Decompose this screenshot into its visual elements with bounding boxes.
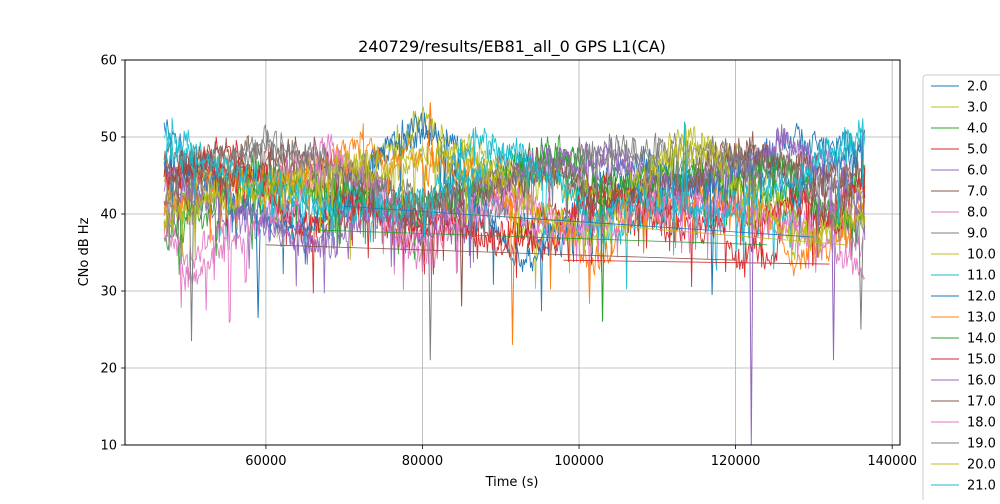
dip-mark [427,205,433,361]
series-line [163,129,866,251]
ticks-layer: 60000 80000 100000 120000 140000 10 20 30 40 50 60 [100,54,917,470]
y-tick-label: 40 [100,208,117,223]
dip-mark [255,213,261,318]
legend-label: 7.0 [967,185,988,200]
legend-label: 17.0 [967,395,996,410]
x-tick-label: 120000 [711,454,761,469]
dip-mark [709,171,715,295]
y-tick-label: 60 [100,54,117,69]
series-line [163,123,866,269]
y-axis-label: CNo dB Hz [77,217,92,286]
legend-label: 16.0 [967,374,996,389]
legend-label: 6.0 [967,164,988,179]
connector-line [469,213,846,246]
y-tick-label: 50 [100,131,117,146]
spike-mark [681,121,689,213]
chart-title: 240729/results/EB81_all_0 GPS L1(CA) [358,37,666,57]
legend-label: 10.0 [967,248,996,263]
legend-label: 9.0 [967,227,988,242]
series-line [163,136,866,253]
legend-label: 15.0 [967,353,996,368]
legend-label: 8.0 [967,206,988,221]
y-tick-label: 30 [100,285,117,300]
connector-line [265,244,736,261]
legend-label: 18.0 [967,416,996,431]
legend-label: 4.0 [967,122,988,137]
legend-label: 19.0 [967,437,996,452]
series-line [163,127,866,271]
y-tick-label: 20 [100,362,117,377]
dip-mark [600,181,605,322]
connector-line [563,259,830,265]
series-line [163,112,866,285]
legend: 2.0 3.0 4.0 5.0 6.0 7.0 8.0 9.0 10.0 11.0 12.0 13.0… [922,74,1000,504]
connector-line [344,205,814,238]
x-tick-label: 140000 [867,454,917,469]
legend-label: 2.0 [967,80,988,95]
dip-mark [831,176,836,361]
legend-box [922,74,1000,504]
legend-label: 11.0 [967,269,996,284]
legend-label: 13.0 [967,311,996,326]
dip-mark [510,198,515,345]
plot-frame [124,59,901,446]
dip-mark [459,184,465,307]
x-tick-label: 100000 [554,454,604,469]
legend-label: 14.0 [967,332,996,347]
dip-mark [189,189,194,342]
connector-line [297,229,767,246]
legend-label: 12.0 [967,290,996,305]
x-tick-label: 60000 [245,454,286,469]
legend-label: 3.0 [967,101,988,116]
series-line [163,123,866,263]
dip-mark [858,221,864,330]
legend-label: 5.0 [967,143,988,158]
series-layer [163,102,866,446]
legend-label: 21.0 [967,479,996,494]
x-axis-label: Time (s) [485,475,539,490]
y-tick-label: 10 [100,439,117,454]
x-tick-label: 80000 [402,454,443,469]
spike-mark [426,102,434,174]
legend-label: 20.0 [967,458,996,473]
